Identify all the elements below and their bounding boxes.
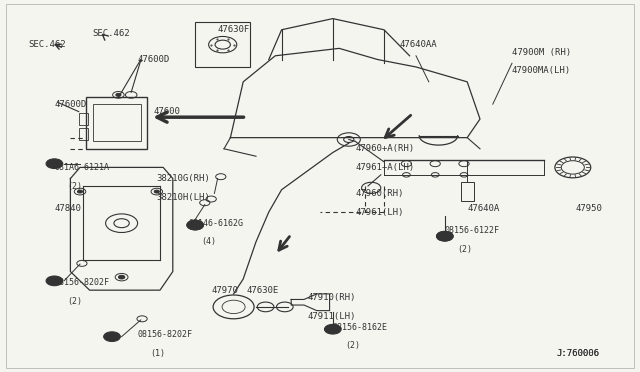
Text: 47600D: 47600D	[54, 100, 86, 109]
Text: SEC.462: SEC.462	[29, 40, 67, 49]
Text: J:760006: J:760006	[557, 349, 600, 358]
Circle shape	[46, 276, 63, 286]
Circle shape	[116, 93, 121, 96]
Text: (4): (4)	[202, 237, 216, 246]
Bar	[93, 104, 141, 141]
Text: 081A6-6121A: 081A6-6121A	[54, 163, 109, 172]
Text: 47840: 47840	[54, 204, 81, 213]
Text: (1): (1)	[150, 349, 165, 358]
Bar	[79, 113, 88, 125]
Bar	[195, 22, 250, 67]
Text: 08156-6122F: 08156-6122F	[445, 226, 500, 235]
Circle shape	[104, 332, 120, 341]
Text: B: B	[52, 161, 57, 167]
Bar	[461, 182, 474, 201]
Text: 47961(LH): 47961(LH)	[355, 208, 404, 217]
Bar	[79, 128, 88, 140]
Text: 47630E: 47630E	[246, 286, 278, 295]
Text: B: B	[52, 278, 57, 284]
Text: 47961+A(LH): 47961+A(LH)	[355, 163, 414, 172]
Text: SEC.462: SEC.462	[93, 29, 131, 38]
Text: 08156-8202F: 08156-8202F	[54, 278, 109, 287]
Text: 47960+A(RH): 47960+A(RH)	[355, 144, 414, 153]
Text: 47640A: 47640A	[467, 204, 499, 213]
Text: (2): (2)	[346, 341, 360, 350]
Text: 08156-8162E: 08156-8162E	[333, 323, 388, 332]
Text: (2): (2)	[67, 182, 82, 190]
Text: (2): (2)	[458, 245, 472, 254]
Circle shape	[118, 275, 125, 279]
Circle shape	[77, 190, 83, 193]
Text: 47900MA(LH): 47900MA(LH)	[512, 66, 571, 75]
Text: J:760006: J:760006	[557, 349, 600, 358]
Text: 47600: 47600	[154, 107, 180, 116]
Text: 47950: 47950	[576, 204, 603, 213]
Circle shape	[324, 324, 341, 334]
Text: 47970: 47970	[211, 286, 238, 295]
Circle shape	[154, 190, 159, 193]
Text: 08146-6162G: 08146-6162G	[189, 219, 244, 228]
Text: 47630F: 47630F	[218, 25, 250, 34]
Text: 38210G(RH): 38210G(RH)	[157, 174, 211, 183]
Text: (2): (2)	[67, 297, 82, 306]
Text: B: B	[442, 233, 447, 239]
Circle shape	[187, 220, 204, 230]
Text: 08156-8202F: 08156-8202F	[138, 330, 193, 339]
Text: 47640AA: 47640AA	[400, 40, 438, 49]
Text: B: B	[330, 326, 335, 332]
Bar	[86, 97, 147, 149]
Circle shape	[436, 231, 453, 241]
Text: 47600D: 47600D	[138, 55, 170, 64]
Text: 47960(RH): 47960(RH)	[355, 189, 404, 198]
Text: B: B	[193, 222, 198, 228]
Text: 47910(RH): 47910(RH)	[307, 293, 356, 302]
Text: 47900M (RH): 47900M (RH)	[512, 48, 571, 57]
Text: 38210H(LH): 38210H(LH)	[157, 193, 211, 202]
Circle shape	[46, 159, 63, 169]
Text: 47911(LH): 47911(LH)	[307, 312, 356, 321]
Text: B: B	[109, 334, 115, 340]
